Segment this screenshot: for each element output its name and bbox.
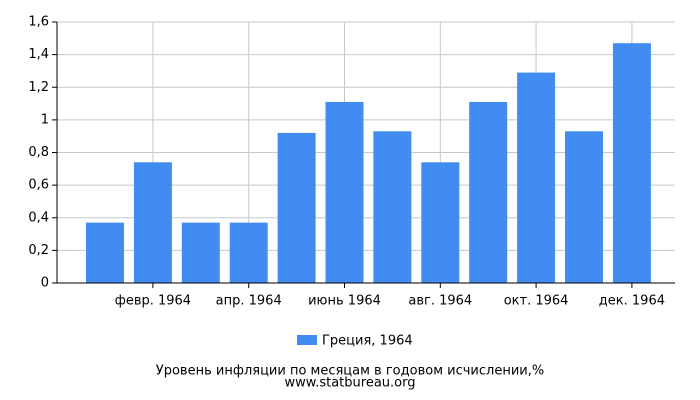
bar [421,162,460,283]
bar [133,162,172,283]
bar [229,222,268,283]
x-tick-label: авг. 1964 [408,294,472,309]
chart-title: Уровень инфляции по месяцам в годовом ис… [156,364,544,379]
y-tick-label: 1 [41,112,49,127]
y-tick-label: 1,6 [28,15,49,30]
x-tick-label: февр. 1964 [115,294,191,309]
x-tick-label: июнь 1964 [308,294,381,309]
source: www.statbureau.org [285,376,416,391]
x-tick-label: окт. 1964 [504,294,569,309]
legend-swatch [297,335,317,345]
y-tick-label: 0 [41,276,49,291]
y-tick-label: 1,4 [28,47,49,62]
bar [612,43,651,283]
y-tick-label: 0,2 [28,243,49,258]
y-tick-label: 0,6 [28,178,49,193]
bar [469,101,508,284]
bar [325,101,364,284]
bar [565,131,603,283]
bar [181,222,220,283]
bar [517,72,556,283]
y-tick-label: 0,4 [28,210,49,225]
bar [277,132,316,283]
legend-label: Греция, 1964 [322,334,413,349]
bar [86,222,124,283]
x-tick-label: дек. 1964 [599,294,665,309]
bar [373,131,412,283]
y-tick-label: 0,8 [28,145,49,160]
x-tick-label: апр. 1964 [216,294,282,309]
y-tick-label: 1,2 [28,80,49,95]
